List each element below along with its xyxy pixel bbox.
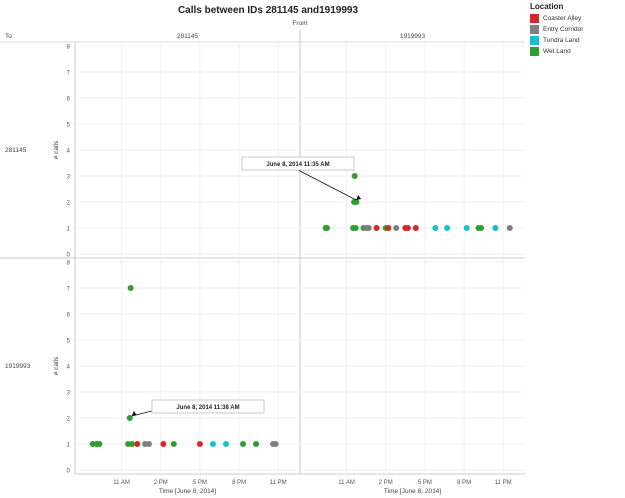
data-point: [145, 441, 152, 447]
data-point: [129, 441, 136, 447]
y-tick-label: 5: [67, 123, 71, 129]
legend-label: Entry Corridor: [543, 26, 584, 33]
data-point: [96, 441, 103, 447]
y-tick-label: 3: [67, 175, 71, 181]
legend-swatch: [530, 47, 539, 56]
data-point: [444, 225, 451, 231]
legend-label: Tundra Land: [543, 37, 580, 44]
data-point: [478, 225, 485, 231]
x-tick-label: 8 PM: [232, 480, 246, 486]
annotation-box: [241, 156, 355, 171]
data-point: [170, 441, 177, 447]
y-tick-label: 7: [67, 71, 71, 77]
y-tick-label: 6: [67, 313, 71, 319]
data-point: [351, 173, 358, 179]
data-point: [393, 225, 400, 231]
data-point: [352, 225, 359, 231]
annotation-label: June 8, 2014 11:38 AM: [176, 405, 239, 411]
column-header-title: From: [292, 20, 307, 27]
y-tick-label: 8: [67, 261, 71, 267]
annotation-box: [151, 399, 265, 414]
y-tick-label: 8: [67, 45, 71, 51]
y-axis-label: # calls: [53, 356, 60, 375]
x-tick-label: 11 AM: [338, 480, 355, 486]
legend-swatch: [530, 25, 539, 34]
y-tick-label: 1: [67, 227, 71, 233]
y-tick-label: 7: [67, 287, 71, 293]
data-point: [134, 441, 141, 447]
data-point: [323, 225, 330, 231]
legend-label: Wet Land: [543, 48, 571, 55]
column-header: 281145: [177, 33, 199, 40]
chart-title: Calls between IDs 281145 and1919993: [178, 5, 359, 16]
data-point: [492, 225, 499, 231]
legend: Location Coaster Alley Entry Corridor Tund…: [530, 2, 625, 57]
row-header: 281145: [5, 147, 27, 154]
annotation-arrow: [297, 169, 357, 201]
x-tick-label: 2 PM: [379, 480, 393, 486]
y-tick-label: 3: [67, 391, 71, 397]
y-axis-label: # calls: [53, 140, 60, 159]
x-tick-label: 11 PM: [270, 480, 287, 486]
y-tick-label: 4: [67, 149, 71, 155]
data-point: [365, 225, 372, 231]
data-point: [253, 441, 260, 447]
data-point: [223, 441, 230, 447]
y-tick-label: 2: [67, 417, 71, 423]
x-tick-label: 11 AM: [113, 480, 130, 486]
data-point: [196, 441, 203, 447]
data-point: [412, 225, 419, 231]
annotation-label: June 8, 2014 11:35 AM: [266, 162, 329, 168]
x-axis-label: Time [June 8, 2014]: [384, 488, 441, 495]
legend-title: Location: [530, 2, 564, 11]
data-point: [272, 441, 279, 447]
legend-swatch: [530, 36, 539, 45]
annotation-arrowhead: [356, 195, 362, 200]
data-point: [373, 225, 380, 231]
y-tick-label: 0: [67, 469, 71, 475]
data-point: [209, 441, 216, 447]
data-point: [126, 415, 133, 421]
y-tick-label: 0: [67, 253, 71, 259]
row-header-title: To: [5, 33, 12, 40]
y-tick-label: 5: [67, 339, 71, 345]
annotation-arrowhead: [131, 411, 137, 416]
x-tick-label: 5 PM: [193, 480, 207, 486]
y-tick-label: 2: [67, 201, 71, 207]
legend-item: Wet Land: [530, 46, 625, 57]
legend-swatch: [530, 14, 539, 23]
x-tick-label: 11 PM: [495, 480, 512, 486]
data-point: [353, 199, 360, 205]
data-point: [404, 225, 411, 231]
chart-frame: 281145 1919993 281145 1919993 0 1 2 3 4 5 6 7 8 # cal…: [0, 30, 525, 495]
y-tick-label: 1: [67, 443, 71, 449]
data-point: [239, 441, 246, 447]
row-header: 1919993: [5, 363, 31, 370]
x-tick-label: 8 PM: [457, 480, 471, 486]
data-point: [385, 225, 392, 231]
x-tick-label: 5 PM: [418, 480, 432, 486]
legend-items: Coaster Alley Entry Corridor Tundra Land We…: [530, 13, 625, 57]
data-point: [463, 225, 470, 231]
x-axis-label: Time [June 8, 2014]: [159, 488, 216, 495]
data-point: [127, 285, 134, 291]
y-tick-label: 4: [67, 365, 71, 371]
data-point: [506, 225, 513, 231]
y-tick-label: 6: [67, 97, 71, 103]
legend-item: Coaster Alley: [530, 13, 625, 24]
legend-item: Tundra Land: [530, 35, 625, 46]
chart-marks: June 8, 2014 11:35 AM June 8, 2014 11:38 …: [89, 156, 513, 447]
column-header: 1919993: [400, 33, 426, 40]
legend-item: Entry Corridor: [530, 24, 625, 35]
data-point: [432, 225, 439, 231]
legend-label: Coaster Alley: [543, 15, 582, 22]
x-tick-label: 2 PM: [154, 480, 168, 486]
data-point: [160, 441, 167, 447]
